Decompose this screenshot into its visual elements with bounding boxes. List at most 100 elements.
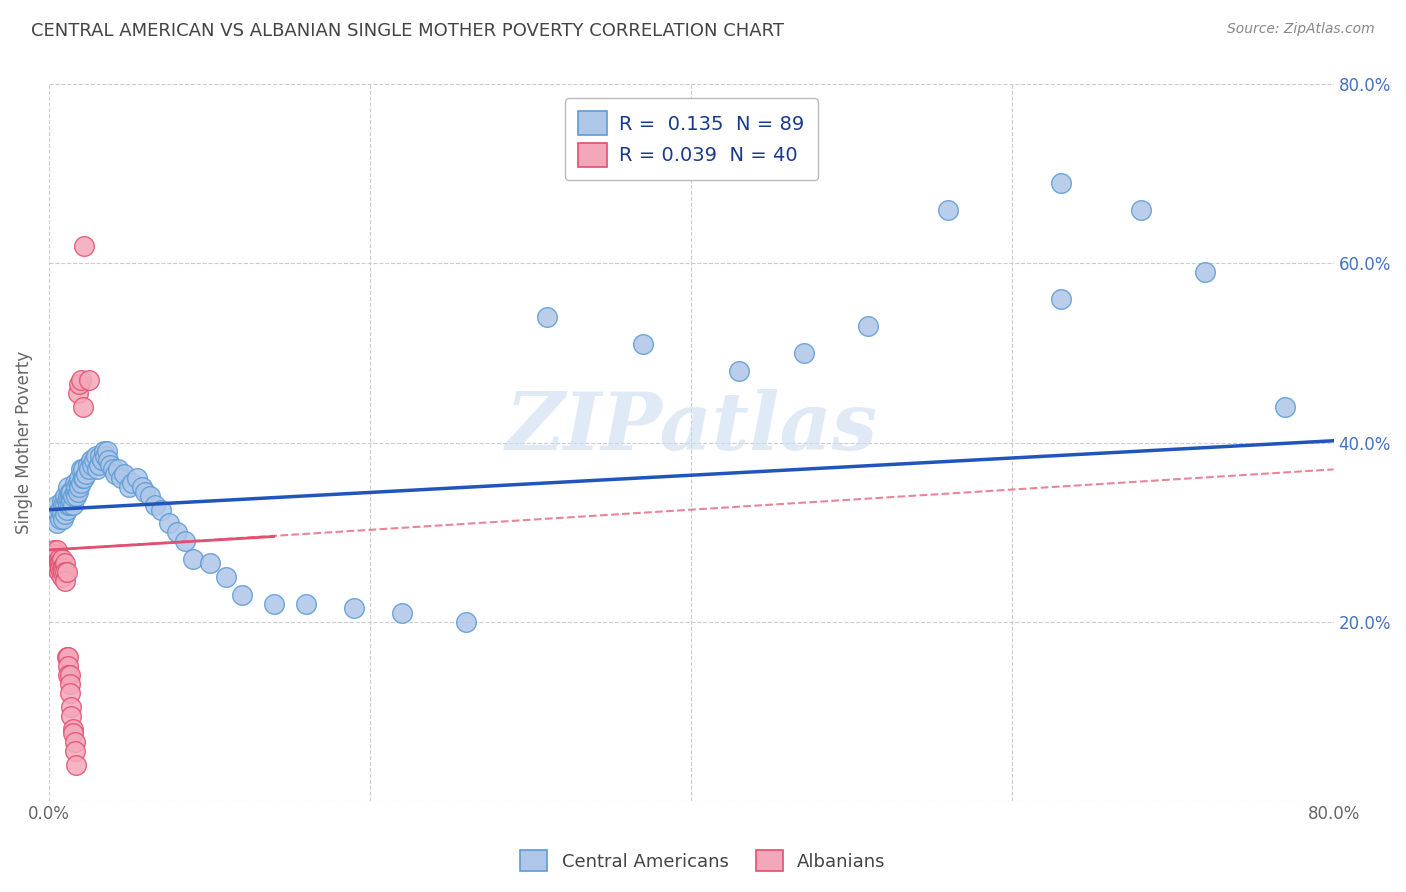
Point <box>44 548 66 562</box>
Point <box>97 453 120 467</box>
Point <box>51 507 73 521</box>
Point <box>52 511 75 525</box>
Point <box>157 516 180 530</box>
Point <box>134 484 156 499</box>
Point <box>58 659 80 673</box>
Point <box>69 377 91 392</box>
Point <box>46 507 69 521</box>
Point <box>53 498 76 512</box>
Point <box>46 543 69 558</box>
Point <box>63 735 86 749</box>
Point <box>1129 202 1152 217</box>
Y-axis label: Single Mother Poverty: Single Mother Poverty <box>15 351 32 534</box>
Point <box>48 552 70 566</box>
Point <box>231 588 253 602</box>
Point <box>49 502 72 516</box>
Point <box>89 449 111 463</box>
Point <box>1049 293 1071 307</box>
Text: ZIPatlas: ZIPatlas <box>505 390 877 467</box>
Point <box>48 557 70 571</box>
Point <box>143 498 166 512</box>
Text: CENTRAL AMERICAN VS ALBANIAN SINGLE MOTHER POVERTY CORRELATION CHART: CENTRAL AMERICAN VS ALBANIAN SINGLE MOTH… <box>31 22 785 40</box>
Point <box>72 471 94 485</box>
Point <box>104 467 127 481</box>
Point <box>96 444 118 458</box>
Point <box>103 462 125 476</box>
Point <box>42 543 65 558</box>
Text: Source: ZipAtlas.com: Source: ZipAtlas.com <box>1227 22 1375 37</box>
Point <box>263 597 285 611</box>
Point <box>77 462 100 476</box>
Point <box>62 489 84 503</box>
Point <box>93 444 115 458</box>
Point <box>70 373 93 387</box>
Point <box>55 650 77 665</box>
Point <box>46 561 69 575</box>
Point <box>60 493 83 508</box>
Point <box>70 462 93 476</box>
Point <box>72 400 94 414</box>
Point <box>166 524 188 539</box>
Point <box>66 386 89 401</box>
Point <box>53 566 76 580</box>
Point <box>51 561 73 575</box>
Point <box>73 471 96 485</box>
Point <box>174 534 197 549</box>
Point <box>51 570 73 584</box>
Point <box>83 453 105 467</box>
Point <box>86 462 108 476</box>
Point <box>77 373 100 387</box>
Point <box>793 346 815 360</box>
Point <box>63 484 86 499</box>
Point <box>69 480 91 494</box>
Point <box>58 489 80 503</box>
Point <box>1049 176 1071 190</box>
Point <box>49 511 72 525</box>
Point <box>60 708 83 723</box>
Point <box>59 686 82 700</box>
Point <box>98 458 121 472</box>
Point <box>114 467 136 481</box>
Point <box>87 458 110 472</box>
Point <box>84 449 107 463</box>
Point <box>59 489 82 503</box>
Point <box>55 502 77 516</box>
Point <box>63 744 86 758</box>
Point <box>183 552 205 566</box>
Point <box>59 668 82 682</box>
Point <box>631 337 654 351</box>
Point <box>94 449 117 463</box>
Point <box>52 498 75 512</box>
Point <box>856 319 879 334</box>
Point <box>60 484 83 499</box>
Point <box>62 498 84 512</box>
Point <box>55 566 77 580</box>
Point <box>456 615 478 629</box>
Point <box>63 475 86 490</box>
Point <box>70 475 93 490</box>
Point <box>49 557 72 571</box>
Point <box>69 471 91 485</box>
Point <box>48 566 70 580</box>
Point <box>72 462 94 476</box>
Point <box>65 489 87 503</box>
Point <box>150 502 173 516</box>
Point <box>58 498 80 512</box>
Point <box>52 561 75 575</box>
Point <box>59 484 82 499</box>
Point <box>62 726 84 740</box>
Point <box>66 475 89 490</box>
Point <box>53 489 76 503</box>
Point <box>59 677 82 691</box>
Point <box>65 757 87 772</box>
Point <box>55 493 77 508</box>
Point <box>936 202 959 217</box>
Point <box>728 364 751 378</box>
Point <box>76 458 98 472</box>
Point <box>295 597 318 611</box>
Point <box>46 516 69 530</box>
Point <box>49 561 72 575</box>
Point <box>121 475 143 490</box>
Point <box>82 458 104 472</box>
Point <box>46 557 69 571</box>
